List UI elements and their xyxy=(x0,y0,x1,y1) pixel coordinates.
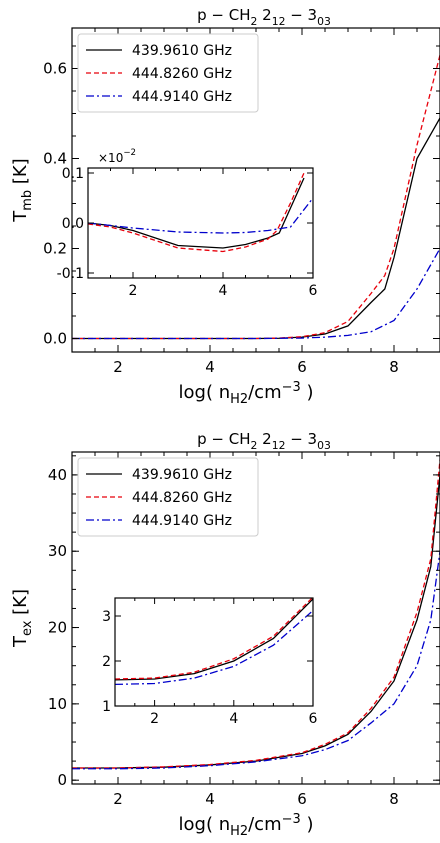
chart-title-part: − 3 xyxy=(285,6,317,24)
chart-title-part: p − CH xyxy=(197,430,250,448)
inset-background xyxy=(115,598,313,706)
inset-x-tick-label: 6 xyxy=(309,283,318,299)
inset-offset-label-part: −2 xyxy=(123,148,136,158)
x-tick-label: 6 xyxy=(297,790,307,808)
y-tick-label: 20 xyxy=(48,619,67,637)
legend: 439.9610 GHz 444.8260 GHz 444.9140 GHz xyxy=(77,33,259,113)
y-axis-label-part: ex xyxy=(20,620,35,636)
legend-label-1: 444.8260 GHz xyxy=(132,490,232,506)
inset-y-tick-label: 1 xyxy=(102,699,111,715)
chart-title-part: 2 xyxy=(251,439,258,452)
x-tick-label: 8 xyxy=(389,790,399,808)
y-axis-label: Tex [K] xyxy=(10,589,35,648)
x-axis-label-part: −3 xyxy=(282,380,301,395)
x-tick-label: 2 xyxy=(113,358,123,376)
legend-label-1: 444.8260 GHz xyxy=(132,66,232,82)
inset-offset-label-part: ×10 xyxy=(98,151,123,165)
x-tick-label: 6 xyxy=(297,358,307,376)
inset-series-line-0 xyxy=(88,177,305,249)
y-tick-label: 0.6 xyxy=(43,60,67,78)
legend-label-2: 444.9140 GHz xyxy=(132,513,232,529)
inset-series-line-0 xyxy=(115,598,313,681)
chart-title-part: 12 xyxy=(272,15,286,28)
y-tick-label: 10 xyxy=(48,695,67,713)
inset-x-tick-label: 2 xyxy=(129,283,138,299)
chart-title-part: − 3 xyxy=(285,430,317,448)
inset-series-line-1 xyxy=(115,598,313,680)
inset-y-tick-label: 3 xyxy=(102,609,111,625)
chart-title-part: 03 xyxy=(317,439,331,452)
x-axis-label-part: log( n xyxy=(179,382,231,403)
series-line-2 xyxy=(72,248,440,340)
y-tick-label: 0 xyxy=(57,771,67,789)
inset-series-line-2 xyxy=(88,197,313,234)
legend-label-0: 439.9610 GHz xyxy=(132,467,232,483)
inset-x-tick-label: 2 xyxy=(150,711,159,727)
chart-title: p − CH2 212 − 303 xyxy=(197,6,331,28)
y-axis-label: Tmb [K] xyxy=(10,158,35,222)
series-line-2 xyxy=(72,551,440,770)
x-tick-label: 4 xyxy=(205,358,215,376)
series-line-1 xyxy=(72,459,440,769)
chart-title-part: 2 xyxy=(257,6,271,24)
x-axis-label-part: H xyxy=(230,392,240,407)
legend-label-0: 439.9610 GHz xyxy=(132,43,232,59)
inset-panel: 2 4 6 -0.1 0.0 0.1 ×10−2 xyxy=(57,148,318,299)
x-axis-label-part: ) xyxy=(301,382,314,403)
inset-offset-label: ×10−2 xyxy=(98,148,136,165)
legend-frame xyxy=(77,457,259,537)
y-tick-label: 40 xyxy=(48,466,67,484)
chart-title-part: 2 xyxy=(257,430,271,448)
inset-series-line-1 xyxy=(88,172,305,253)
inset-y-tick-label: 0.1 xyxy=(62,166,84,182)
inset-y-tick-label: -0.1 xyxy=(57,266,84,282)
x-axis-label: log( nH2/cm−3 ) xyxy=(179,380,314,407)
y-axis-label-part: mb xyxy=(20,190,35,211)
x-tick-label: 8 xyxy=(389,358,399,376)
x-axis-label-part: ) xyxy=(301,814,314,835)
legend: 439.9610 GHz 444.8260 GHz 444.9140 GHz xyxy=(77,457,259,537)
y-axis-label-part: [K] xyxy=(10,589,31,621)
inset-x-tick-label: 4 xyxy=(229,711,238,727)
y-axis-label-part: T xyxy=(10,635,31,648)
y-tick-label: 0.4 xyxy=(43,150,67,168)
x-axis-label-part: /cm xyxy=(248,814,282,835)
x-axis-label-part: −3 xyxy=(282,812,301,827)
chart-title-part: 03 xyxy=(317,15,331,28)
y-axis-label-part: T xyxy=(10,210,31,223)
chart-title-part: 2 xyxy=(251,15,258,28)
chart-title-part: 12 xyxy=(272,439,286,452)
inset-x-tick-label: 6 xyxy=(309,711,318,727)
inset-x-tick-label: 4 xyxy=(219,283,228,299)
y-axis-label-part: [K] xyxy=(10,158,31,190)
legend-label-2: 444.9140 GHz xyxy=(132,89,232,105)
x-axis-label-part: 2 xyxy=(240,824,248,839)
y-tick-label: 30 xyxy=(48,542,67,560)
inset-series-line-2 xyxy=(115,610,313,686)
x-tick-label: 2 xyxy=(113,790,123,808)
x-axis-label-part: H xyxy=(230,824,240,839)
x-axis-label-part: log( n xyxy=(179,814,231,835)
y-tick-label: 0.0 xyxy=(43,330,67,348)
x-axis-label-part: /cm xyxy=(248,382,282,403)
y-tick-label: 0.2 xyxy=(43,240,67,258)
x-axis-label-part: 2 xyxy=(240,392,248,407)
legend-frame xyxy=(77,33,259,113)
inset-panel: 2 4 6 1 2 3 xyxy=(102,597,318,727)
inset-y-tick-label: 0.0 xyxy=(62,216,84,232)
x-axis-label: log( nH2/cm−3 ) xyxy=(179,812,314,839)
inset-background xyxy=(88,168,313,278)
x-tick-label: 4 xyxy=(205,790,215,808)
inset-y-tick-label: 2 xyxy=(102,654,111,670)
chart-title-part: p − CH xyxy=(197,6,250,24)
chart-title: p − CH2 212 − 303 xyxy=(197,430,331,452)
